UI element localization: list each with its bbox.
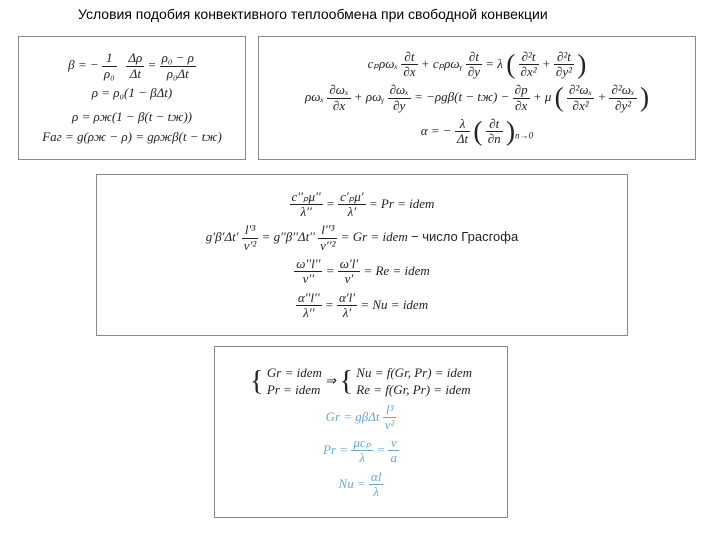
subscript: n→0 <box>515 130 533 140</box>
brace-left-icon: { <box>250 369 264 395</box>
frac: λΔt <box>455 117 470 147</box>
frac: ∂²ωₓ∂x² <box>567 83 594 113</box>
frac: l³ν² <box>383 403 397 433</box>
text: = <box>326 263 338 278</box>
frac: ΔρΔt <box>126 51 144 81</box>
text: Gr = idem <box>267 365 322 382</box>
frac: ∂²ωₓ∂y² <box>609 83 636 113</box>
frac: νa <box>388 436 399 466</box>
frac: ∂t∂n <box>486 117 503 147</box>
box4-nu: Nu = αlλ <box>339 470 384 500</box>
box4-gr: Gr = gβΔt l³ν² <box>326 403 397 433</box>
box1-line2: ρ = ρ₀(1 − βΔt) <box>92 85 172 101</box>
text: = <box>326 196 338 211</box>
text: ρωₓ <box>305 89 324 104</box>
text: + ρωᵧ <box>354 89 384 104</box>
text: = −ρgβ(t − tж) − <box>414 89 513 104</box>
box-similarity-numbers: c′′ₚμ′′λ′′ = c′ₚμ′λ′ = Pr = idem g′β′Δt′… <box>96 174 628 336</box>
frac: ρ₀ − ρρ₀Δt <box>160 51 196 81</box>
text: + μ <box>533 89 552 104</box>
stack: Gr = idem Pr = idem <box>267 365 322 399</box>
frac: αlλ <box>369 470 383 500</box>
text: Re = f(Gr, Pr) = idem <box>356 382 472 399</box>
text: = Gr = idem <box>341 229 408 244</box>
text: Gr = gβΔt <box>326 408 380 423</box>
text: cₚρωₓ <box>368 55 398 70</box>
frac: α′′l′′λ′′ <box>296 291 322 321</box>
paren-open: ( <box>473 122 482 141</box>
frac: μcₚλ <box>351 436 373 466</box>
box-beta-definitions: β = − 1ρ₀ ΔρΔt = ρ₀ − ρρ₀Δt ρ = ρ₀(1 − β… <box>18 36 246 160</box>
text: = λ <box>485 55 503 70</box>
page-title: Условия подобия конвективного теплообмен… <box>78 6 548 22</box>
frac: ∂ωₓ∂y <box>388 83 411 113</box>
paren-open: ( <box>555 88 564 107</box>
frac: ∂ωₓ∂x <box>327 83 350 113</box>
box1-line3: ρ = ρж(1 − β(t − tж)) <box>72 109 192 125</box>
text: = <box>148 57 160 72</box>
paren-close: ) <box>640 88 649 107</box>
text: β = − <box>68 57 102 72</box>
frac: 1ρ₀ <box>102 51 117 81</box>
frac: ∂t∂x <box>401 50 417 80</box>
frac: ω′′l′′ν′′ <box>294 257 322 287</box>
box-governing-equations: cₚρωₓ ∂t∂x + cₚρωᵧ ∂t∂y = λ ( ∂²t∂x² + ∂… <box>258 36 696 160</box>
note-grashof: − число Грасгофа <box>411 229 518 244</box>
frac: ∂p∂x <box>513 83 530 113</box>
text: + <box>542 55 554 70</box>
text: + <box>597 89 609 104</box>
text: = <box>325 296 337 311</box>
text: Nu = <box>339 475 369 490</box>
stack: Nu = f(Gr, Pr) = idem Re = f(Gr, Pr) = i… <box>356 365 472 399</box>
text: = Nu = idem <box>360 296 428 311</box>
box-criteria-relations: { Gr = idem Pr = idem ⇒ { Nu = f(Gr, Pr)… <box>214 346 508 518</box>
text: α = − <box>421 123 455 138</box>
box3-line3: ω′′l′′ν′′ = ω′l′ν′ = Re = idem <box>294 257 429 287</box>
paren-close: ) <box>577 55 586 74</box>
paren-open: ( <box>506 55 515 74</box>
frac: ∂²t∂x² <box>519 50 539 80</box>
paren-close: ) <box>506 122 515 141</box>
text: Nu = f(Gr, Pr) = idem <box>356 365 472 382</box>
frac: l′³ν′² <box>242 223 259 253</box>
box4-system: { Gr = idem Pr = idem ⇒ { Nu = f(Gr, Pr)… <box>250 365 472 399</box>
box4-pr: Pr = μcₚλ = νa <box>323 436 399 466</box>
box2-line3: α = − λΔt ( ∂t∂n )n→0 <box>421 117 533 147</box>
box3-line2: g′β′Δt′ l′³ν′² = g′′β′′Δt′′ l′′³ν′′² = G… <box>206 223 518 253</box>
frac: l′′³ν′′² <box>318 223 337 253</box>
frac: c′ₚμ′λ′ <box>338 190 366 220</box>
text: Pr = idem <box>267 382 322 399</box>
text: g′β′Δt′ <box>206 229 239 244</box>
box1-line1: β = − 1ρ₀ ΔρΔt = ρ₀ − ρρ₀Δt <box>68 51 196 81</box>
text: = Re = idem <box>363 263 429 278</box>
text: = g′′β′′Δt′′ <box>262 229 315 244</box>
frac: α′l′λ′ <box>337 291 357 321</box>
text: = <box>376 442 388 457</box>
frac: ∂²t∂y² <box>554 50 574 80</box>
box3-line1: c′′ₚμ′′λ′′ = c′ₚμ′λ′ = Pr = idem <box>290 190 435 220</box>
frac: ω′l′ν′ <box>338 257 360 287</box>
box1-line4: Fаг = g(ρж − ρ) = gρжβ(t − tж) <box>42 129 222 145</box>
text: + cₚρωᵧ <box>421 55 463 70</box>
frac: ∂t∂y <box>466 50 482 80</box>
frac: c′′ₚμ′′λ′′ <box>290 190 323 220</box>
box3-line4: α′′l′′λ′′ = α′l′λ′ = Nu = idem <box>296 291 428 321</box>
box2-line2: ρωₓ ∂ωₓ∂x + ρωᵧ ∂ωₓ∂y = −ρgβ(t − tж) − ∂… <box>305 83 649 113</box>
text: = Pr = idem <box>369 196 435 211</box>
text: Pr = <box>323 442 351 457</box>
box2-line1: cₚρωₓ ∂t∂x + cₚρωᵧ ∂t∂y = λ ( ∂²t∂x² + ∂… <box>368 50 587 80</box>
arrow-icon: ⇒ <box>325 373 339 388</box>
brace-left-icon: { <box>339 369 353 395</box>
